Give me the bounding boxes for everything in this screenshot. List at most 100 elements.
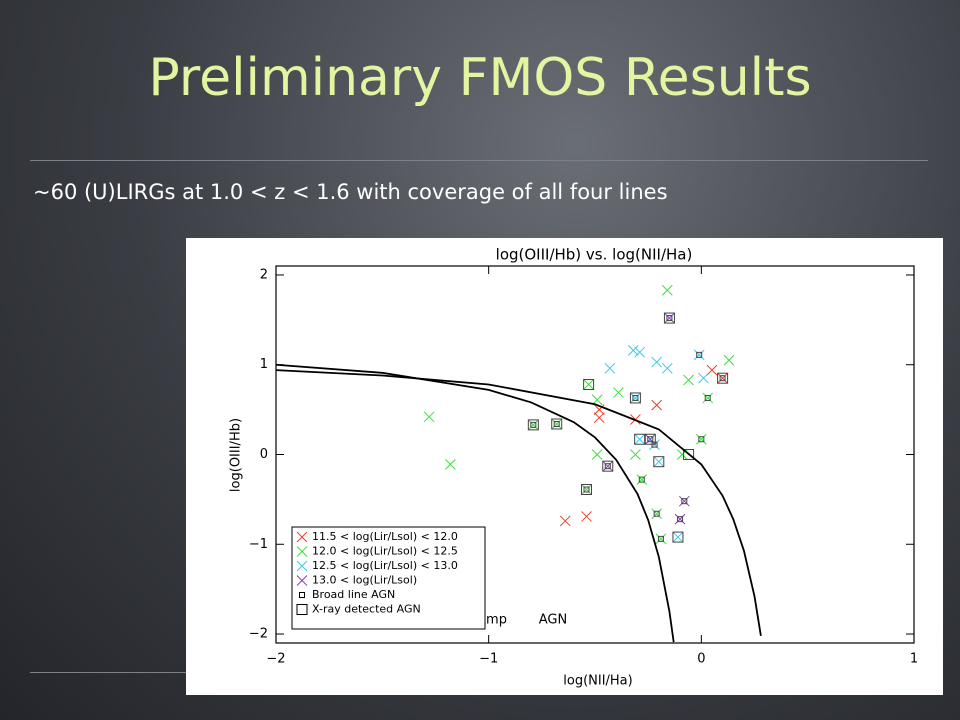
legend-marker [296,560,308,572]
point [630,449,641,460]
point [717,372,728,384]
annotation: AGN [539,613,567,628]
point [527,419,539,431]
point [634,346,646,358]
legend-marker [296,546,308,557]
point [583,486,590,493]
point [666,315,673,322]
point [527,419,539,431]
point [559,515,571,527]
point [657,535,664,542]
point [678,495,690,507]
x-tick-label: 1 [910,652,918,667]
point [664,312,675,324]
point [651,508,663,520]
slide-title: Preliminary FMOS Results [148,48,812,108]
legend-marker [299,592,305,598]
y-tick-label: −1 [249,537,268,552]
point [602,460,614,472]
point [602,460,614,472]
point [580,484,592,496]
legend-label: X-ray detected AGN [312,603,421,616]
point [591,394,603,406]
point [683,374,694,386]
point [583,378,595,390]
point [591,449,603,460]
point [717,372,729,384]
point [647,436,654,443]
legend-label: 12.0 < log(Lir/Lsol) < 12.5 [312,545,458,558]
point [634,433,646,445]
point [672,531,684,543]
point [663,312,675,324]
point [696,351,703,358]
point [661,284,673,296]
x-axis-label: log(NII/Ha) [563,674,632,689]
point [581,511,592,522]
point [551,418,563,430]
point [672,531,684,543]
legend-marker [296,531,308,543]
legend-label: 12.5 < log(Lir/Lsol) < 13.0 [312,559,458,572]
legend-label: 11.5 < log(Lir/Lsol) < 12.0 [312,530,458,543]
point [719,375,726,382]
point [593,412,605,424]
point [653,510,660,517]
slide-subtitle: ~60 (U)LIRGs at 1.0 < z < 1.6 with cover… [33,180,668,204]
point [551,418,563,430]
point [553,420,560,427]
demarcation-curve [275,369,762,636]
point [583,379,594,390]
point [629,392,641,404]
point [627,345,639,356]
legend-marker [296,604,308,615]
point [581,484,592,495]
divider [30,672,186,673]
point [681,498,688,505]
y-tick-label: 1 [260,357,268,372]
point [655,533,667,545]
point [423,411,435,423]
legend-label: 13.0 < log(Lir/Lsol) [312,574,417,587]
point [653,456,665,468]
point [613,387,624,398]
point [704,394,711,401]
point [604,463,611,470]
legend-box [291,526,486,630]
demarcation-curve [275,363,675,643]
point [644,433,656,445]
point [661,362,673,374]
point [636,474,648,485]
point [530,421,537,428]
y-tick-label: 2 [260,267,268,282]
chart: log(OIII/Hb) vs. log(NII/Ha) log(NII/Ha)… [186,238,943,695]
point [644,433,656,445]
point [632,394,639,401]
legend-marker [296,575,308,586]
x-tick-label: 0 [697,652,705,667]
point [674,513,686,525]
point [723,354,735,366]
legend-label: Broad line AGN [312,588,395,601]
x-tick-label: −2 [266,652,285,667]
point [653,456,665,468]
point [630,392,641,404]
point [638,476,645,483]
chart-title: log(OIII/Hb) vs. log(NII/Ha) [496,246,693,264]
point [683,449,695,460]
point [698,372,709,384]
point [702,392,714,404]
point [693,349,705,361]
point [677,516,684,523]
point [695,433,707,445]
point [651,356,663,368]
x-tick-label: −1 [479,652,498,667]
point [445,459,456,470]
y-tick-label: 0 [260,447,268,462]
point [698,436,705,443]
point [604,362,616,374]
y-axis-label: log(OIII/Hb) [229,418,244,492]
point [634,433,646,445]
y-tick-label: −2 [249,627,268,642]
